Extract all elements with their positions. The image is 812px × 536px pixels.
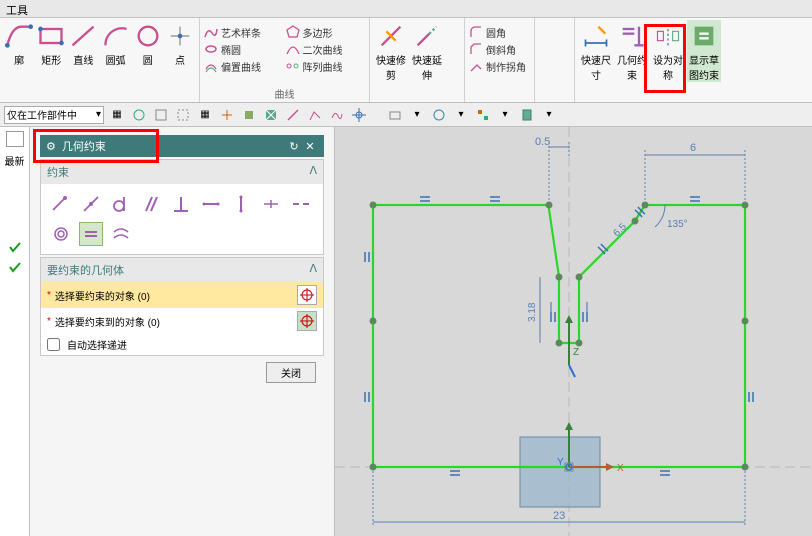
tb-icon[interactable] [474,106,492,124]
constraint-perpendicular-icon[interactable] [169,192,193,216]
geo-constraint-button[interactable]: 几何约束 [615,20,649,82]
tb-icon[interactable] [518,106,536,124]
constraint-equal-radius-icon[interactable] [109,222,133,246]
tb-icon[interactable]: ▾ [496,106,514,124]
svg-text:3.18: 3.18 [527,302,538,322]
title-bar: 工具 [0,0,812,18]
corner-item[interactable]: 制作拐角 [469,58,530,74]
tb-icon[interactable]: ▾ [408,106,426,124]
check-icon [8,260,22,274]
left-rail: 最新 [0,127,30,536]
curve-offset[interactable]: 偏置曲线 [204,58,284,74]
tb-icon[interactable] [152,106,170,124]
tb-icon[interactable]: ▾ [452,106,470,124]
curve-ellipse[interactable]: 椭圆 [204,41,284,57]
constraint-vertical-icon[interactable] [229,192,253,216]
tb-icon[interactable]: ▦ [196,106,214,124]
constraint-panel: ⚙ 几何约束 ↻ ✕ 约束 ᐱ [30,127,335,536]
curve-pattern[interactable]: 阵列曲线 [286,58,366,74]
chamfer-item[interactable]: 倒斜角 [469,41,530,57]
svg-text:Y: Y [557,457,564,468]
sec-geom-label: 要约束的几何体 [47,262,124,278]
constraint-horizontal-icon[interactable] [199,192,223,216]
secondary-toolbar: 仅在工作部件中▾ ▦ ▦ ▾ ▾ ▾ ▾ [0,103,812,127]
target-icon[interactable] [297,311,317,331]
svg-text:0.5: 0.5 [535,136,550,148]
fillet-item[interactable]: 圆角 [469,24,530,40]
curve-conic[interactable]: 二次曲线 [286,41,366,57]
tb-icon[interactable] [350,106,368,124]
auto-select-row[interactable]: 自动选择递进 [41,334,323,355]
constraint-tangent-icon[interactable] [109,192,133,216]
symmetric-button[interactable]: 设为对称 [651,20,685,82]
trim-button[interactable]: 快速修剪 [374,20,408,82]
tb-icon[interactable] [174,106,192,124]
shape-profile[interactable]: 廓 [4,20,34,67]
select-to-object-row[interactable]: *选择要约束到的对象 (0) [41,308,323,334]
ribbon-group-curve-label: 曲线 [200,86,369,101]
extend-button[interactable]: 快速延伸 [410,20,444,82]
shape-point[interactable]: 点 [165,20,195,67]
constraint-icon-grid [41,184,323,254]
select-object-row[interactable]: *选择要约束的对象 (0) [41,282,323,308]
recent-label: 最新 [5,153,25,168]
show-constraint-button[interactable]: 显示草图约束 [687,20,721,82]
refresh-icon[interactable]: ↻ [286,140,302,153]
tb-icon[interactable] [430,106,448,124]
sketch-canvas[interactable]: 0.5 6 135° 6.5 3.18 23 Z X Y [335,127,812,536]
tb-icon[interactable] [386,106,404,124]
close-icon[interactable]: ✕ [302,140,318,153]
panel-title: 几何约束 [62,138,106,154]
svg-text:X: X [617,463,624,474]
shape-arc[interactable]: 圆弧 [101,20,131,67]
check-icon [8,240,22,254]
close-button[interactable]: 关闭 [266,362,316,383]
tb-icon[interactable]: ▾ [540,106,558,124]
target-icon[interactable] [297,285,317,305]
shape-rect[interactable]: 矩形 [36,20,66,67]
quick-dim-button[interactable]: 快速尺寸 [579,20,613,82]
tb-icon[interactable] [262,106,280,124]
filter-combo[interactable]: 仅在工作部件中▾ [4,106,104,124]
svg-text:Z: Z [573,347,579,358]
constraint-parallel-icon[interactable] [139,192,163,216]
curve-spline[interactable]: 艺术样条 [204,24,284,40]
constraint-coincident-icon[interactable] [49,192,73,216]
curve-polygon[interactable]: 多边形 [286,24,366,40]
gear-icon[interactable]: ⚙ [46,140,56,153]
shape-line[interactable]: 直线 [68,20,98,67]
svg-text:6.5: 6.5 [611,221,629,239]
tb-icon[interactable] [130,106,148,124]
svg-text:135°: 135° [667,219,688,230]
constraint-collinear-icon[interactable] [289,192,313,216]
chevron-up-icon[interactable]: ᐱ [309,262,317,278]
tb-icon[interactable] [218,106,236,124]
tb-icon[interactable]: ▦ [108,106,126,124]
sec-constraint-label: 约束 [47,164,69,180]
tab-icon[interactable] [6,131,24,147]
tb-icon[interactable] [328,106,346,124]
panel-header: ⚙ 几何约束 ↻ ✕ [40,135,324,157]
constraint-concentric-icon[interactable] [49,222,73,246]
tb-icon[interactable] [306,106,324,124]
shape-circle[interactable]: 圆 [133,20,163,67]
auto-checkbox[interactable] [47,338,60,351]
tb-icon[interactable] [240,106,258,124]
constraint-point-on-icon[interactable] [79,192,103,216]
tb-icon[interactable] [284,106,302,124]
svg-text:23: 23 [553,510,565,522]
constraint-midpoint-icon[interactable] [259,192,283,216]
constraint-equal-icon[interactable] [79,222,103,246]
svg-text:6: 6 [690,142,696,154]
ribbon: 廓 矩形 直线 圆弧 圆 点 艺术样条 椭圆 偏置曲线 多边形 二次曲线 阵列曲… [0,18,812,103]
chevron-up-icon[interactable]: ᐱ [309,164,317,180]
